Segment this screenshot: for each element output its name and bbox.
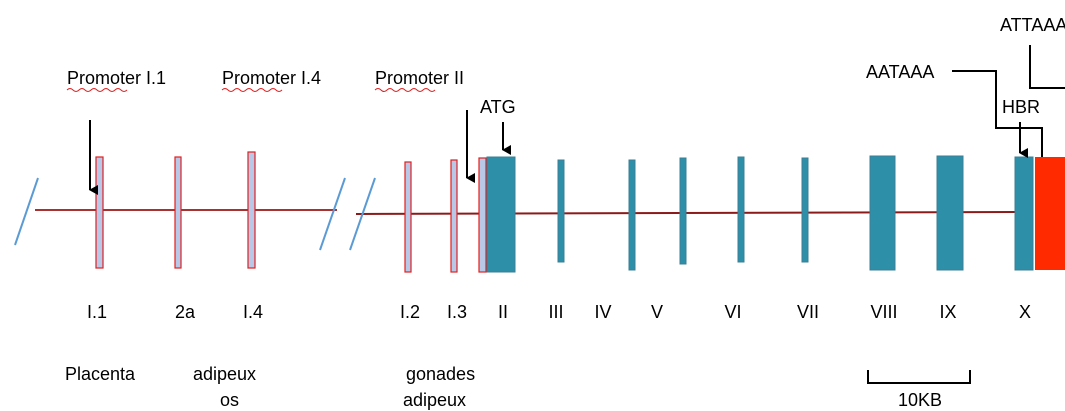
signal-label: ATTAAA: [1000, 15, 1065, 35]
exon: [450, 159, 458, 273]
exon-label: III: [548, 302, 563, 322]
spell-underline: [374, 88, 436, 92]
exon: [936, 155, 964, 271]
exon-label: I.3: [447, 302, 467, 322]
exon-label: 2a: [175, 302, 196, 322]
exon-labels: I.1 2a I.4 I.2 I.3 II III IV V VI VII VIII IX X: [87, 302, 1031, 322]
exon-label: VII: [797, 302, 819, 322]
exon: [737, 156, 745, 263]
exon-label: V: [651, 302, 663, 322]
exon: [801, 157, 809, 263]
tissue-label: os: [220, 390, 239, 410]
tissue-label: adipeux: [403, 390, 466, 410]
exon-label: IV: [594, 302, 611, 322]
connector: [1029, 45, 1065, 89]
exon-label: VIII: [870, 302, 897, 322]
exon-label: I.2: [400, 302, 420, 322]
exon-label: VI: [724, 302, 741, 322]
scale-bar: [867, 370, 971, 384]
exon: [679, 157, 687, 265]
spell-underline: [66, 88, 128, 92]
atg-label: ATG: [480, 97, 516, 117]
break-mark: [319, 177, 346, 251]
exon-label: II: [498, 302, 508, 322]
exon: [404, 161, 412, 273]
exon: [486, 156, 516, 273]
exon: [247, 151, 256, 269]
promoter-label: Promoter I.1: [67, 68, 166, 88]
break-mark: [349, 177, 376, 251]
backbone: [355, 211, 1021, 215]
promoter-label: Promoter I.4: [222, 68, 321, 88]
exon: [628, 159, 636, 271]
exon: [174, 156, 182, 269]
exon: [95, 156, 104, 269]
exon-label: X: [1019, 302, 1031, 322]
scale-label: 10KB: [898, 390, 942, 410]
break-mark: [14, 177, 39, 246]
tissue-label: adipeux: [193, 364, 256, 384]
exon-label: I.1: [87, 302, 107, 322]
exon: [478, 157, 487, 273]
connector: [952, 70, 1043, 157]
exon: [557, 159, 565, 263]
exon-label: I.4: [243, 302, 263, 322]
exon: [869, 155, 896, 271]
exon-label: IX: [939, 302, 956, 322]
tissue-label: Placenta: [65, 364, 136, 384]
signal-label: AATAAA: [866, 62, 934, 82]
promoter-label: Promoter II: [375, 68, 464, 88]
tissue-label: gonades: [406, 364, 475, 384]
spell-underline: [221, 88, 283, 92]
utr: [1035, 157, 1065, 270]
hbr-label: HBR: [1002, 97, 1040, 117]
exon: [1014, 156, 1034, 271]
